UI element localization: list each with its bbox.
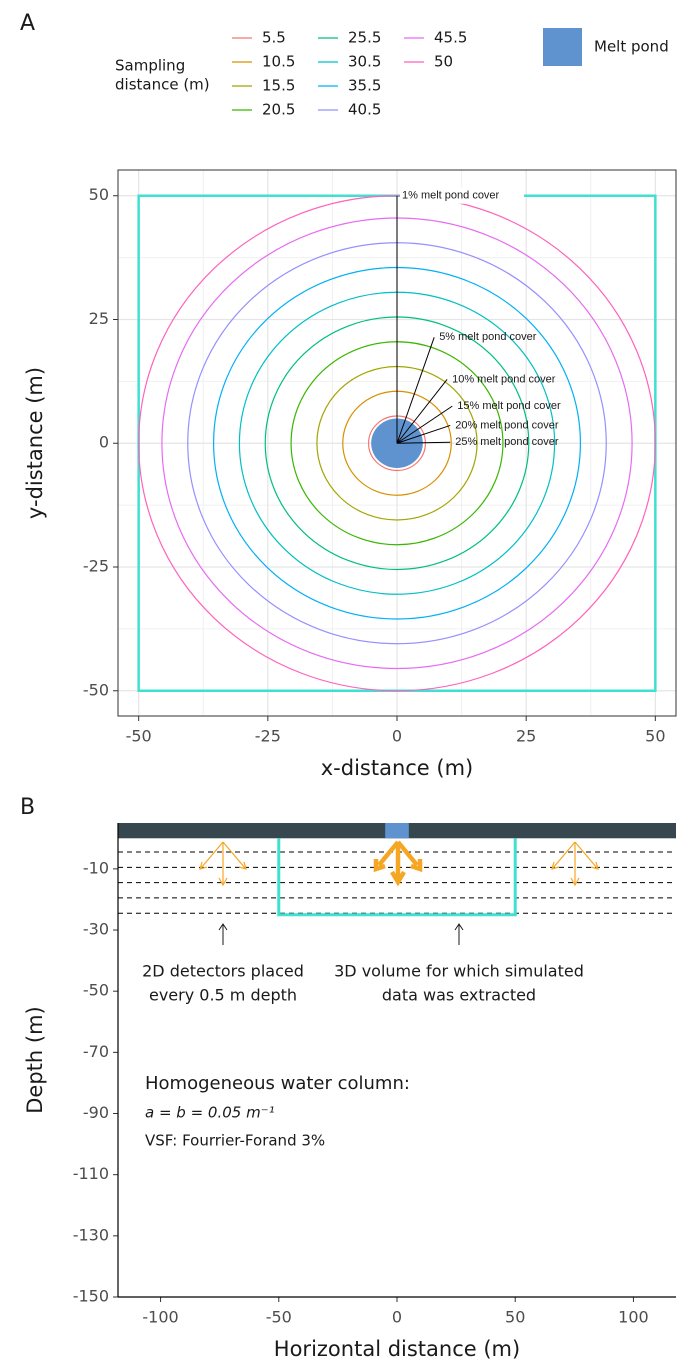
x-tick-label: 50 <box>505 1308 525 1327</box>
legend-label: 30.5 <box>348 53 381 71</box>
volume-note: 3D volume for which simulated <box>334 962 584 981</box>
annotation-label: 5% melt pond cover <box>439 331 537 343</box>
x-tick-label: 0 <box>392 727 402 746</box>
y-tick-label: 25 <box>89 309 109 328</box>
legend-label: Melt pond <box>594 38 669 56</box>
annotation-line <box>396 424 451 444</box>
y-tick-label: -130 <box>73 1225 109 1244</box>
x-tick-label: -50 <box>126 727 152 746</box>
simulation-volume <box>277 838 517 917</box>
x-tick-label: -50 <box>266 1308 292 1327</box>
detector-note: 2D detectors placed <box>142 962 304 981</box>
pointer-arrows <box>218 923 464 945</box>
y-tick-label: -50 <box>83 981 109 1000</box>
panel-label: A <box>20 11 35 36</box>
water-vsf: VSF: Fourrier-Forand 3% <box>145 1132 325 1150</box>
legend-swatch <box>543 28 582 66</box>
x-tick-label: -25 <box>255 727 281 746</box>
detector-note: every 0.5 m depth <box>149 986 297 1005</box>
y-axis-title: Depth (m) <box>23 1006 47 1113</box>
y-tick-label: -25 <box>83 557 109 576</box>
volume-note: data was extracted <box>382 986 536 1005</box>
annotation-label: 20% melt pond cover <box>455 419 559 431</box>
x-tick-label: 50 <box>645 727 665 746</box>
x-tick-label: -100 <box>142 1308 178 1327</box>
x-axis-title: Horizontal distance (m) <box>274 1337 520 1361</box>
y-tick-label: 0 <box>99 433 109 452</box>
x-tick-label: 100 <box>618 1308 649 1327</box>
annotation-background <box>400 187 524 204</box>
annotation-line <box>396 441 451 444</box>
y-tick-label: -110 <box>73 1164 109 1183</box>
annotation-label: 25% melt pond cover <box>455 436 559 448</box>
legend-label: 20.5 <box>262 101 295 119</box>
y-tick-label: -150 <box>73 1287 109 1306</box>
legend-label: 10.5 <box>262 53 295 71</box>
legend-label: 5.5 <box>262 29 286 47</box>
legend-label: 40.5 <box>348 101 381 119</box>
x-tick-label: 0 <box>392 1308 402 1327</box>
legend-label: 50 <box>434 53 453 71</box>
annotation-line <box>396 337 435 444</box>
water-title: Homogeneous water column: <box>145 1073 410 1094</box>
y-tick-label: 50 <box>89 185 109 204</box>
legend-label: 15.5 <box>262 77 295 95</box>
y-tick-label: -90 <box>83 1103 109 1122</box>
x-axis-title: x-distance (m) <box>321 756 474 780</box>
light-arrows <box>199 840 599 887</box>
legend-title: Sampling <box>115 57 185 75</box>
y-tick-label: -50 <box>83 680 109 699</box>
y-axis-title: y-distance (m) <box>23 367 47 519</box>
panel-label: B <box>20 795 35 820</box>
annotation-label: 1% melt pond cover <box>402 190 500 202</box>
legend-label: 35.5 <box>348 77 381 95</box>
y-tick-label: -30 <box>83 920 109 939</box>
y-tick-label: -70 <box>83 1042 109 1061</box>
melt-pond <box>385 823 409 839</box>
y-tick-label: -10 <box>83 858 109 877</box>
water-coefficients: a = b = 0.05 m⁻¹ <box>145 1104 275 1122</box>
legend-title: distance (m) <box>115 76 210 94</box>
sampling-circle <box>138 195 656 692</box>
legend-label: 45.5 <box>434 29 467 47</box>
annotation-label: 15% melt pond cover <box>457 400 561 412</box>
annotation-line <box>396 405 453 444</box>
annotation-line <box>396 379 448 444</box>
panel-border <box>117 169 677 717</box>
legend-label: 25.5 <box>348 29 381 47</box>
x-tick-label: 25 <box>516 727 536 746</box>
annotation-label: 10% melt pond cover <box>452 373 556 385</box>
